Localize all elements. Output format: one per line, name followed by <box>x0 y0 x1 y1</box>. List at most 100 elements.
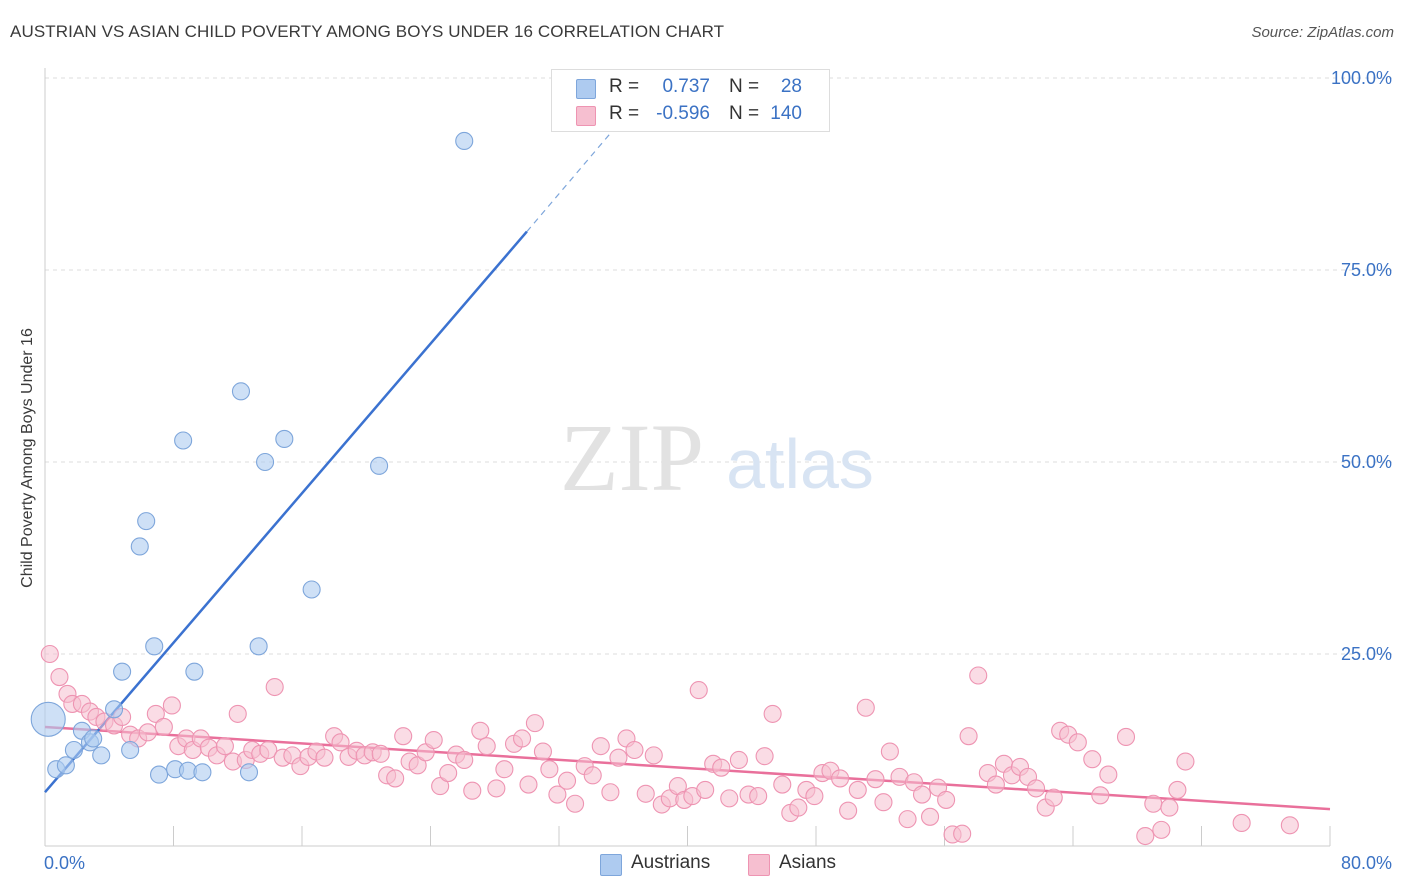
data-point-asian <box>1144 794 1163 813</box>
data-point-austrian <box>370 456 389 475</box>
data-point-asian <box>513 729 532 748</box>
source-label: Source: ZipAtlas.com <box>1251 24 1394 41</box>
data-point-asian <box>749 787 768 806</box>
data-point-asian <box>495 760 514 779</box>
data-point-asian <box>146 704 165 723</box>
n-value: 28 <box>780 76 802 97</box>
data-point-asian <box>720 789 739 808</box>
data-point-asian <box>566 794 585 813</box>
data-point-asian <box>856 698 875 717</box>
stats-row-asians: R = -0.596 N = 140 <box>552 103 829 127</box>
r-label: R = <box>609 103 640 124</box>
data-point-austrian <box>185 662 204 681</box>
data-point-austrian <box>275 429 294 449</box>
r-value: 0.737 <box>662 76 710 97</box>
data-point-asian <box>848 780 867 799</box>
data-point-asian <box>557 771 577 790</box>
data-point-asian <box>583 766 602 785</box>
data-point-asian <box>315 748 334 767</box>
data-point-asian <box>912 785 932 804</box>
data-point-austrian <box>113 662 132 681</box>
data-point-asian <box>487 779 506 798</box>
data-point-asian <box>1083 750 1102 769</box>
data-point-asian <box>477 737 496 756</box>
data-point-asian <box>953 824 972 843</box>
data-point-asian <box>1091 786 1110 805</box>
points-asians <box>40 644 1299 846</box>
data-point-austrian <box>130 537 149 556</box>
points-austrians <box>30 131 474 784</box>
data-point-asian <box>463 781 482 800</box>
data-point-austrian <box>239 763 259 782</box>
data-point-austrian <box>56 756 75 775</box>
data-point-asian <box>525 714 544 733</box>
data-point-asian <box>386 769 405 788</box>
watermark-zip: ZIP <box>560 404 704 511</box>
series-legend: Austrians Asians <box>0 852 1406 876</box>
data-point-asian <box>874 793 893 812</box>
data-point-asian <box>696 780 715 799</box>
stats-row-austrians: R = 0.737 N = 28 <box>552 76 829 100</box>
data-point-asian <box>969 666 988 685</box>
data-point-asian <box>866 770 885 789</box>
data-point-austrian <box>84 729 103 748</box>
data-point-asian <box>215 737 234 756</box>
data-point-asian <box>636 784 655 803</box>
data-point-asian <box>471 721 490 740</box>
y-tick-label: 50.0% <box>1341 452 1392 472</box>
data-point-asian <box>1136 826 1155 846</box>
data-point-asian <box>138 723 157 742</box>
data-point-asian <box>162 696 181 715</box>
data-point-asian <box>228 704 247 723</box>
data-point-asian <box>1027 779 1046 798</box>
legend-label: Austrians <box>631 852 711 873</box>
data-point-asian <box>831 769 850 788</box>
data-point-asian <box>937 790 956 809</box>
data-point-asian <box>839 801 858 820</box>
trend-line-austrians <box>44 108 632 794</box>
data-point-asian <box>1280 816 1299 835</box>
data-point-asian <box>1044 788 1063 807</box>
data-point-asian <box>609 748 628 767</box>
legend-label: Asians <box>779 852 837 873</box>
asian-legend-swatch <box>748 854 770 876</box>
austrian-legend-swatch <box>600 854 622 876</box>
n-label: N = <box>729 103 760 124</box>
data-point-asian <box>898 810 917 829</box>
data-point-asian <box>712 758 731 777</box>
data-point-asian <box>408 756 427 775</box>
data-point-austrian <box>256 452 275 472</box>
data-point-austrian <box>92 746 111 765</box>
data-point-asian <box>331 733 350 752</box>
data-point-asian <box>601 783 620 802</box>
data-point-asian <box>431 777 450 796</box>
y-tick-label: 25.0% <box>1341 644 1392 664</box>
data-point-asian <box>1168 780 1187 799</box>
data-point-asian <box>644 746 663 765</box>
data-point-asian <box>455 750 474 770</box>
x-tick-label: 0.0% <box>44 853 85 873</box>
data-point-austrian <box>193 763 212 782</box>
data-point-asian <box>519 775 538 794</box>
stats-legend: R = 0.737 N = 28 R = -0.596 N = 140 <box>551 69 830 132</box>
data-point-asian <box>880 742 899 761</box>
trend-line-asians <box>44 725 1331 811</box>
data-point-asian <box>773 775 792 794</box>
data-point-austrian <box>121 740 140 760</box>
data-point-asian <box>154 717 173 737</box>
austrian-swatch <box>576 79 596 99</box>
data-point-asian <box>805 787 824 806</box>
data-point-austrian <box>149 765 169 784</box>
data-point-asian <box>424 730 443 750</box>
chart-title: AUSTRIAN VS ASIAN CHILD POVERTY AMONG BO… <box>10 22 725 41</box>
data-point-asian <box>40 644 59 664</box>
data-point-asian <box>1152 820 1171 839</box>
axes <box>44 68 1331 847</box>
data-point-austrian <box>231 382 251 401</box>
data-point-asian <box>920 807 940 826</box>
data-point-asian <box>789 798 808 817</box>
data-point-austrian <box>30 701 66 737</box>
data-point-asian <box>394 727 413 746</box>
data-point-asian <box>625 740 644 760</box>
